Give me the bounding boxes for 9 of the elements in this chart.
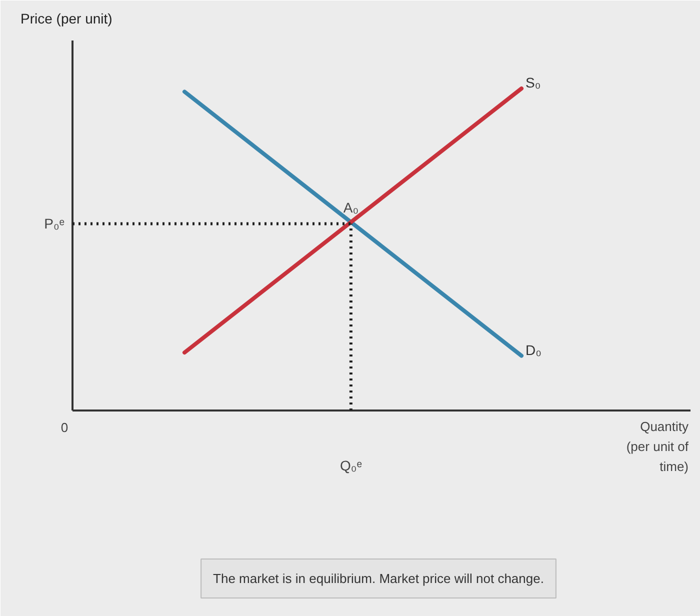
annotation: A₀ xyxy=(343,200,359,216)
x-axis-title: Quantity (per unit of time) xyxy=(626,419,689,474)
text: Q₀ᵉ xyxy=(340,458,362,474)
y-axis-title: Price (per unit) xyxy=(20,10,112,26)
text: The market is in equilibrium. Market price will not change. xyxy=(213,571,544,586)
text: 0 xyxy=(60,420,68,435)
series-label: D₀ xyxy=(526,342,542,358)
series-label: S₀ xyxy=(526,74,541,90)
ref-line-label: P₀ᵉ xyxy=(44,216,65,232)
